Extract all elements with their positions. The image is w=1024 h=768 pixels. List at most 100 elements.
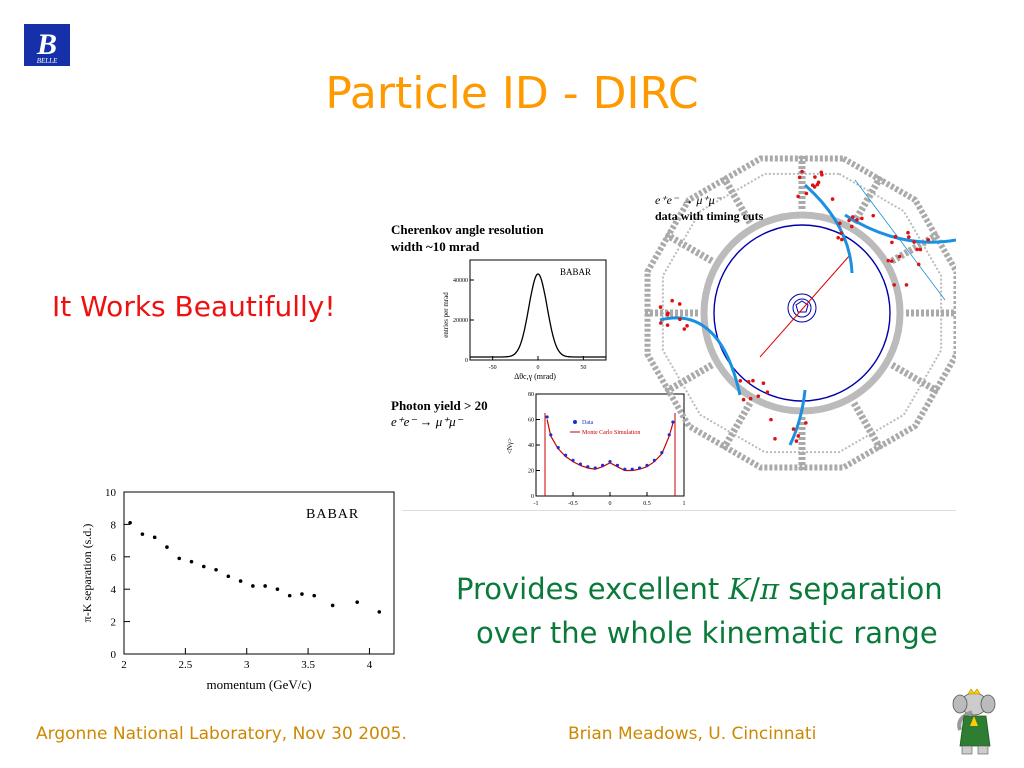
photon-hit <box>804 191 809 196</box>
photon-legend-mc: Monte Carlo Simulation <box>582 430 640 436</box>
cherenkov-chart: 0 20000 40000 -50 0 50 BABAR Δθc,γ (mrad) en… <box>442 259 607 381</box>
photon-hit <box>659 321 663 325</box>
photon-hit <box>813 175 817 179</box>
photon-yield-chart: 0 20 40 60 80 -1 -0.5 0 0.5 1 Data Monte Carlo S… <box>506 392 686 507</box>
photon-hit <box>918 247 923 252</box>
cherenkov-xtick-label-1: 0 <box>537 365 540 371</box>
cherenkov-xtick-label-2: 50 <box>580 365 586 371</box>
dirc-spoke <box>719 401 754 452</box>
cherenkov-curve <box>470 273 606 358</box>
cherenkov-ring-arc-3 <box>659 316 742 396</box>
pik-frame <box>123 491 395 655</box>
photon-xtick-label-4: 1 <box>683 501 686 507</box>
photon-hit <box>915 247 920 252</box>
logo-text: BELLE <box>37 57 58 65</box>
separation-pre: Provides excellent <box>456 572 729 606</box>
photon-hit <box>836 235 840 240</box>
dirc-bar-boxes <box>644 155 956 471</box>
photon-process-label: e⁺e⁻ → μ⁺μ⁻ <box>391 414 463 429</box>
divider-line <box>402 510 956 511</box>
photon-hit <box>912 240 916 244</box>
photon-hit <box>892 283 896 287</box>
photon-hit <box>815 182 820 187</box>
photon-hit <box>666 311 670 315</box>
photon-hit <box>907 235 911 239</box>
photon-data-point <box>586 465 590 469</box>
separation-line-1: Provides excellent K/π separation <box>456 572 943 606</box>
photon-xtick-label-2: 0 <box>609 501 612 507</box>
photon-hit <box>830 197 835 201</box>
cherenkov-ytick-label-0: 0 <box>465 358 468 364</box>
photon-xtick-label-1: -0.5 <box>568 501 578 507</box>
photon-hit <box>791 427 796 431</box>
pik-xtick-label-4: 4 <box>367 659 373 671</box>
footer-right: Brian Meadows, U. Cincinnati <box>568 724 817 744</box>
photon-hit <box>886 258 891 263</box>
pik-ytick-label-4: 8 <box>111 519 117 531</box>
pik-xtick-label-1: 2.5 <box>178 659 192 671</box>
pik-data-point <box>275 587 280 591</box>
photon-hit <box>751 378 755 383</box>
dirc-spoke <box>890 230 941 265</box>
photon-hit <box>897 254 902 259</box>
pik-xtick-label-0: 2 <box>121 659 127 671</box>
photon-data-point <box>601 463 605 467</box>
photon-hit <box>682 327 687 331</box>
pik-data-point <box>201 564 206 569</box>
cherenkov-frame <box>469 259 607 361</box>
logo-letter: B <box>36 28 57 61</box>
photon-hit <box>769 417 773 422</box>
vertex-detector-mid <box>792 298 812 318</box>
photon-hit <box>849 224 854 229</box>
pik-data-point <box>152 535 157 540</box>
pik-ytick-label-5: 10 <box>105 487 117 499</box>
photon-ylabel: <Nγ> <box>506 438 514 454</box>
pik-data-point <box>287 593 292 598</box>
photon-hit <box>746 380 751 384</box>
vertex-detector-outer <box>787 293 817 323</box>
cherenkov-xlabel: Δθc,γ (mrad) <box>514 372 556 381</box>
photon-xtick-label-0: -1 <box>534 501 539 507</box>
photon-data-point <box>608 459 612 464</box>
cherenkov-ring-arc-4 <box>788 389 807 446</box>
photon-data-point <box>645 463 649 467</box>
photon-hit <box>926 237 931 242</box>
dirc-timing-label: data with timing cuts <box>655 209 764 223</box>
photon-legend-data-marker <box>573 420 577 424</box>
dirc-process-label: e⁺e⁻ → μ⁺μ⁻ <box>655 193 722 207</box>
pik-data-point <box>312 593 317 598</box>
pik-xlabel: momentum (GeV/c) <box>206 677 311 692</box>
pik-ytick-label-2: 4 <box>111 584 117 596</box>
photon-data-point <box>593 466 597 470</box>
photon-hit <box>840 237 844 242</box>
photon-hit <box>893 234 898 239</box>
photon-hit <box>685 324 689 328</box>
photon-hit <box>851 215 855 219</box>
separation-post: separation <box>779 572 943 606</box>
photon-hit <box>860 216 864 221</box>
separation-k: K <box>728 572 751 606</box>
photon-ytick-label-0: 0 <box>531 494 534 500</box>
pik-data-point <box>238 579 243 583</box>
dirc-event-display <box>644 155 956 471</box>
photon-ytick-label-2: 40 <box>528 443 534 449</box>
photon-data-point <box>556 445 560 450</box>
pik-xtick-label-2: 3 <box>244 659 250 671</box>
pik-data-point <box>330 603 335 608</box>
dirc-outer-polygon <box>644 155 956 471</box>
photon-hit <box>838 221 842 226</box>
photon-hit <box>773 436 777 441</box>
photon-data-point <box>671 420 675 424</box>
photon-hit <box>748 396 753 401</box>
photon-data-point <box>564 453 568 457</box>
pik-ytick-label-0: 0 <box>111 649 117 661</box>
photon-hit <box>904 283 909 287</box>
photon-hits <box>658 169 931 443</box>
photon-data-point <box>549 433 553 437</box>
photon-data-point <box>545 415 549 419</box>
photon-data-point <box>623 467 627 471</box>
photon-hit <box>800 169 804 174</box>
photon-hit <box>765 390 770 394</box>
separation-slash: / <box>750 572 760 606</box>
